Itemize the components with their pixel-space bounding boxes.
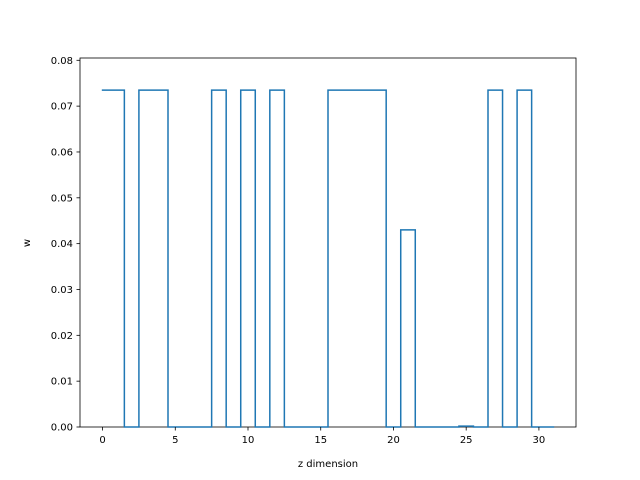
- x-tick-label-1: 5: [172, 435, 178, 446]
- x-axis: 0 5 10 15 20 25 30: [99, 427, 545, 446]
- x-tick-label-5: 25: [460, 435, 473, 446]
- x-tick-label-0: 0: [99, 435, 105, 446]
- y-tick-label-2: 0.02: [51, 331, 73, 342]
- x-tick-label-3: 15: [314, 435, 327, 446]
- y-tick-label-5: 0.05: [51, 193, 73, 204]
- y-tick-label-8: 0.08: [51, 56, 73, 67]
- y-tick-label-0: 0.00: [51, 423, 73, 434]
- x-tick-label-6: 30: [533, 435, 546, 446]
- y-tick-label-7: 0.07: [51, 102, 73, 113]
- y-axis: 0.00 0.01 0.02 0.03 0.04 0.05 0.06 0.07 0.08: [51, 56, 80, 434]
- y-tick-label-6: 0.06: [51, 147, 73, 158]
- x-axis-label: z dimension: [298, 459, 358, 470]
- y-tick-label-4: 0.04: [51, 239, 73, 250]
- y-tick-label-1: 0.01: [51, 377, 73, 388]
- y-axis-label: w: [22, 239, 33, 247]
- y-tick-label-3: 0.03: [51, 285, 73, 296]
- x-tick-label-4: 20: [387, 435, 400, 446]
- x-tick-label-2: 10: [242, 435, 255, 446]
